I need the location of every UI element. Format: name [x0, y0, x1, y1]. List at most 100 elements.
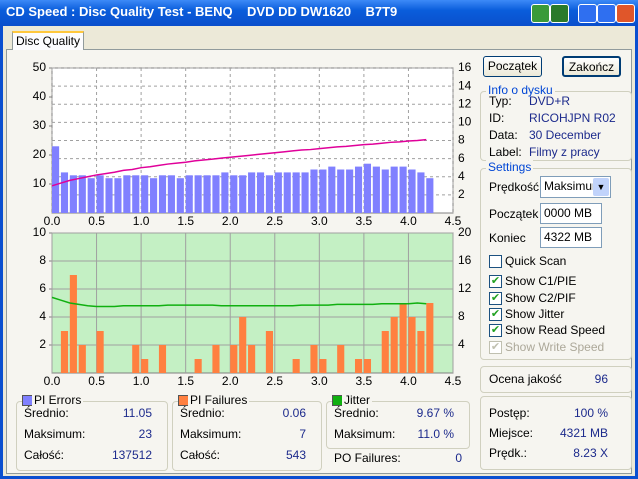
bar	[96, 175, 104, 213]
y-tick-label: 40	[33, 89, 47, 103]
bar	[239, 175, 247, 213]
bar	[185, 175, 193, 213]
stop-button[interactable]: Zakończ	[562, 56, 621, 77]
line	[51, 296, 427, 308]
bar	[354, 359, 363, 373]
checkbox[interactable]: ✔	[489, 308, 502, 321]
bar	[319, 169, 327, 213]
bar	[78, 175, 86, 213]
info-label: ID:	[489, 111, 505, 125]
bar	[283, 172, 291, 213]
settings-group	[480, 168, 632, 360]
dropdown-arrow[interactable]: ▼	[593, 178, 609, 196]
maximize-button[interactable]	[597, 4, 616, 23]
close-button[interactable]	[616, 4, 635, 23]
y-tick-label: 10	[33, 225, 47, 239]
stats-value: 0.06	[282, 406, 306, 420]
y-tick-label: 6	[39, 281, 46, 295]
bar	[239, 317, 247, 373]
window-title: CD Speed : Disc Quality Test - BENQ DVD …	[6, 4, 398, 19]
bar	[274, 172, 282, 213]
stats-label: Średnio:	[24, 406, 69, 420]
progress-value: 8.23 X	[573, 446, 608, 460]
checkbox-label: Show Write Speed	[505, 340, 605, 354]
checkbox-label: Show Jitter	[505, 307, 565, 321]
stats-value: 23	[138, 427, 152, 441]
x-tick-label: 2.0	[222, 214, 239, 228]
x-tick-label: 0.0	[44, 214, 61, 228]
bar	[203, 175, 211, 213]
stats-label: Całość:	[24, 448, 65, 462]
bar	[390, 317, 398, 373]
end-input[interactable]: 4322 MB	[540, 227, 602, 248]
bar	[194, 359, 202, 373]
checkbox-label: Show Read Speed	[505, 323, 606, 337]
y-tick-label: 10	[33, 176, 47, 190]
bar	[123, 175, 131, 213]
start-input[interactable]: 0000 MB	[540, 203, 602, 224]
bar	[265, 331, 273, 373]
bar	[354, 166, 363, 213]
bar	[417, 331, 425, 373]
x-tick-label: 3.0	[311, 374, 328, 388]
label: Ocena jakość	[489, 372, 562, 386]
bar	[328, 166, 336, 213]
bar	[221, 172, 229, 213]
x-tick-label: 1.5	[177, 374, 194, 388]
checkbox[interactable]: ✔	[489, 324, 502, 337]
bar	[105, 178, 113, 213]
stats-value: 11.05	[122, 406, 152, 420]
stats-label: Maksimum:	[24, 427, 86, 441]
x-tick-label: 3.0	[311, 214, 328, 228]
start-button[interactable]: Początek	[483, 56, 542, 77]
x-tick-label: 0.5	[88, 214, 105, 228]
checkbox[interactable]: ✔	[489, 275, 502, 288]
stats-value: 7	[299, 427, 306, 441]
y2-tick-label: 6	[458, 151, 465, 165]
quality-value: 96	[594, 372, 608, 386]
checkbox[interactable]: ✔	[489, 292, 502, 305]
stats-label: Maksimum:	[180, 427, 242, 441]
checkbox[interactable]	[489, 255, 502, 268]
info-value: RICOHJPN R02	[529, 111, 616, 125]
y2-tick-label: 20	[458, 225, 472, 239]
progress-box	[480, 396, 632, 470]
bar	[150, 178, 158, 213]
stats-value: 543	[285, 448, 306, 462]
y2-tick-label: 2	[458, 187, 465, 201]
info-label: Label:	[489, 145, 522, 159]
stats-label: Średnio:	[334, 406, 379, 420]
minimize-button[interactable]	[578, 4, 597, 23]
y2-tick-label: 16	[458, 60, 472, 74]
tab[interactable]: Disc Quality	[12, 31, 84, 50]
icon-button[interactable]	[531, 4, 550, 23]
bar	[60, 172, 69, 213]
stats-title: PI Failures	[188, 393, 250, 407]
bar	[176, 178, 184, 213]
bar	[363, 163, 372, 213]
progress-label: Miejsce:	[489, 426, 534, 440]
y-tick-label: 30	[33, 118, 47, 132]
x-tick-label: 0.0	[44, 374, 61, 388]
y2-tick-label: 14	[458, 78, 472, 92]
label: PO Failures:	[334, 451, 401, 465]
y2-tick-label: 12	[458, 96, 472, 110]
y-tick-label: 4	[39, 309, 46, 323]
x-tick-label: 0.5	[88, 374, 105, 388]
bar	[60, 331, 69, 373]
info-value: Filmy z pracy	[529, 145, 600, 159]
bar	[212, 175, 220, 213]
checkbox-label: Show C1/PIE	[505, 274, 577, 288]
bar	[408, 169, 416, 213]
bar	[248, 172, 256, 213]
y2-tick-label: 8	[458, 133, 465, 147]
stats-value: 9.67 %	[416, 406, 454, 420]
y-tick-label: 20	[33, 147, 47, 161]
bar	[69, 275, 77, 373]
bar	[96, 331, 104, 373]
stats-value: 11.0 %	[417, 427, 454, 441]
icon-button[interactable]	[550, 4, 569, 23]
bar	[69, 175, 77, 213]
line	[51, 138, 427, 187]
bar	[372, 166, 380, 213]
